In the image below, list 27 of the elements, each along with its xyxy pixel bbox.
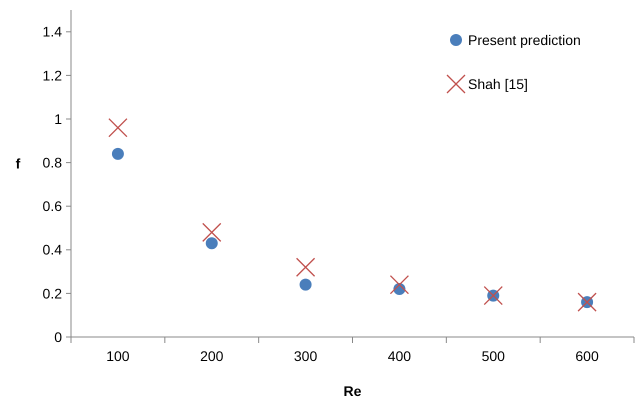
y-tick-label: 0.2 [42,285,62,302]
y-axis-title: f [16,156,21,172]
point [112,148,124,160]
legend-label: Present prediction [468,32,581,48]
y-tick-label: 0 [54,328,62,345]
point [296,258,316,277]
point [484,286,503,306]
x-axis-title: Re [344,383,362,399]
point [577,292,597,312]
x-tick-label: 600 [575,348,599,364]
x-tick-label: 500 [482,348,506,364]
point [202,222,222,242]
x-tick-label: 400 [388,348,412,364]
y-tick-label: 0.6 [42,198,62,214]
x-tick-label: 100 [106,348,130,364]
y-tick-label: 1.2 [42,67,62,84]
x-tick-label: 300 [294,348,318,364]
point [300,278,312,291]
y-tick-label: 1.4 [42,24,62,40]
point [108,118,128,138]
x-tick-label: 200 [200,348,224,364]
y-tick-label: 0.4 [42,242,62,258]
point [390,275,410,294]
y-tick-label: 0.8 [42,154,62,170]
legend-label: Shah [15] [468,76,528,92]
y-tick-label: 1 [54,110,62,127]
point [206,237,218,250]
